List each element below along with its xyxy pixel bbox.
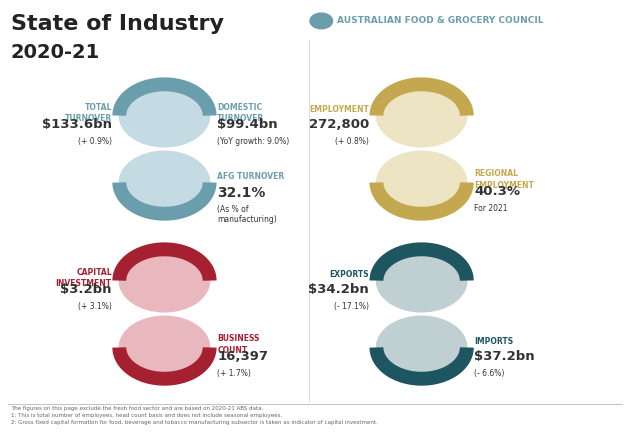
Text: $34.2bn: $34.2bn — [308, 283, 369, 296]
Text: DOMESTIC
TURNOVER: DOMESTIC TURNOVER — [217, 103, 265, 123]
Text: AUSTRALIAN FOOD & GROCERY COUNCIL: AUSTRALIAN FOOD & GROCERY COUNCIL — [337, 17, 544, 25]
Text: (+ 1.7%): (+ 1.7%) — [217, 369, 251, 378]
Text: (+ 0.8%): (+ 0.8%) — [335, 137, 369, 146]
Text: 16,397: 16,397 — [217, 350, 268, 363]
Text: (YoY growth: 9.0%): (YoY growth: 9.0%) — [217, 137, 289, 146]
Text: $37.2bn: $37.2bn — [474, 350, 535, 363]
Text: For 2021: For 2021 — [474, 204, 508, 213]
Text: $3.2bn: $3.2bn — [60, 283, 112, 296]
Circle shape — [377, 84, 467, 147]
Text: $99.4bn: $99.4bn — [217, 118, 278, 131]
Text: 2020-21: 2020-21 — [11, 43, 100, 62]
Text: CAPITAL
INVESTMENT: CAPITAL INVESTMENT — [55, 267, 112, 288]
Text: IMPORTS: IMPORTS — [474, 336, 513, 346]
Circle shape — [119, 151, 210, 214]
Text: AFG TURNOVER: AFG TURNOVER — [217, 172, 284, 180]
Text: (- 6.6%): (- 6.6%) — [474, 369, 505, 378]
Text: 40.3%: 40.3% — [474, 185, 520, 198]
Text: $133.6bn: $133.6bn — [42, 118, 112, 131]
Circle shape — [119, 316, 210, 379]
Text: (As % of
manufacturing): (As % of manufacturing) — [217, 205, 277, 225]
Text: State of Industry: State of Industry — [11, 14, 224, 35]
Circle shape — [310, 13, 333, 29]
Circle shape — [119, 84, 210, 147]
Text: EXPORTS: EXPORTS — [329, 270, 369, 279]
Text: BUSINESS
COUNT: BUSINESS COUNT — [217, 334, 260, 354]
Text: 1: This is total number of employees, head count basis and does not include seas: 1: This is total number of employees, he… — [11, 413, 282, 418]
Circle shape — [119, 250, 210, 312]
Text: (- 17.1%): (- 17.1%) — [334, 302, 369, 311]
Circle shape — [377, 316, 467, 379]
Text: REGIONAL
EMPLOYMENT: REGIONAL EMPLOYMENT — [474, 170, 534, 190]
Text: EMPLOYMENT: EMPLOYMENT — [309, 105, 369, 114]
Text: The figures on this page exclude the fresh food sector and are based on 2020-21 : The figures on this page exclude the fre… — [11, 406, 263, 411]
Circle shape — [377, 250, 467, 312]
Text: (+ 0.9%): (+ 0.9%) — [77, 137, 112, 146]
Circle shape — [377, 151, 467, 214]
Text: 2: Gross fixed capital formation for food, beverage and tobacco manufacturing su: 2: Gross fixed capital formation for foo… — [11, 420, 377, 425]
Text: TOTAL
TURNOVER: TOTAL TURNOVER — [64, 103, 112, 123]
Text: 32.1%: 32.1% — [217, 186, 265, 200]
Text: 272,800: 272,800 — [309, 118, 369, 131]
Text: (+ 3.1%): (+ 3.1%) — [78, 302, 112, 311]
